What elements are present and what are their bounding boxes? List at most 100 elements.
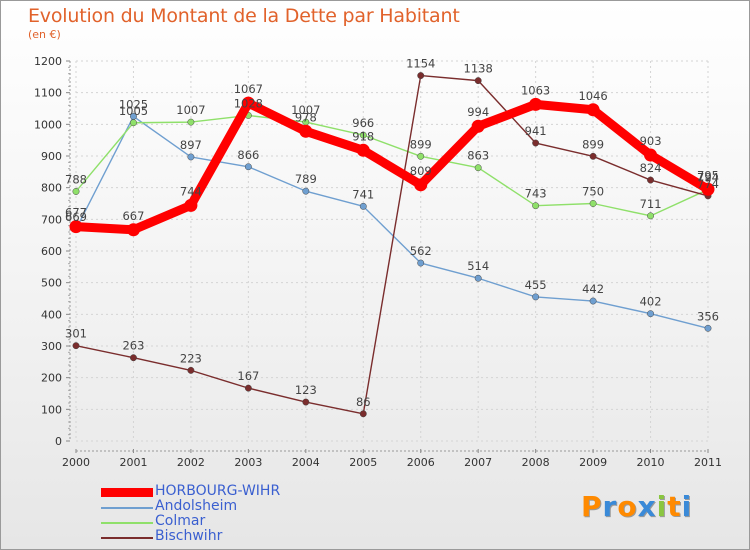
data-label-andolsheim: 741 xyxy=(352,187,374,201)
data-point-colmar xyxy=(647,212,654,220)
data-point-horbourg-wihr xyxy=(241,96,255,110)
data-label-bischwihr: 774 xyxy=(697,177,719,191)
data-point-bischwihr xyxy=(244,384,252,392)
data-label-colmar: 750 xyxy=(582,185,604,199)
data-point-horbourg-wihr xyxy=(701,182,715,196)
data-label-colmar: 1007 xyxy=(176,103,205,117)
x-tick-label: 2005 xyxy=(349,456,377,469)
series-line-colmar xyxy=(75,114,709,217)
data-point-colmar xyxy=(187,118,195,126)
data-label-bischwihr: 1154 xyxy=(406,57,435,71)
data-label-horbourg-wihr: 795 xyxy=(697,168,719,182)
data-label-colmar: 1005 xyxy=(119,104,148,118)
data-label-horbourg-wihr: 1067 xyxy=(234,82,263,96)
legend-item: Andolsheim xyxy=(101,498,361,514)
data-label-andolsheim: 866 xyxy=(237,148,259,162)
legend-label: Bischwihr xyxy=(155,528,223,544)
series-line-andolsheim xyxy=(75,115,709,329)
data-label-andolsheim: 402 xyxy=(640,295,662,309)
series-line-bischwihr xyxy=(75,74,709,415)
data-label-horbourg-wihr: 1063 xyxy=(521,83,550,97)
data-label-bischwihr: 1138 xyxy=(464,62,493,76)
data-point-colmar xyxy=(532,202,540,210)
y-tick-label: 700 xyxy=(41,213,62,226)
data-point-horbourg-wihr xyxy=(644,148,658,162)
y-tick-label: 400 xyxy=(41,308,62,321)
data-label-horbourg-wihr: 744 xyxy=(180,184,202,198)
data-label-colmar: 711 xyxy=(640,197,662,211)
data-point-colmar xyxy=(72,188,80,195)
data-point-andolsheim xyxy=(417,259,425,267)
data-point-colmar xyxy=(359,131,367,139)
data-label-horbourg-wihr: 918 xyxy=(352,129,374,143)
proxiti-logo: Proxiti xyxy=(581,490,692,523)
y-tick-label: 300 xyxy=(41,340,62,353)
data-label-andolsheim: 669 xyxy=(65,210,87,224)
y-tick-label: 600 xyxy=(41,245,62,258)
data-point-horbourg-wihr xyxy=(356,143,370,157)
legend-swatch xyxy=(101,522,153,524)
data-point-bischwihr xyxy=(474,77,482,85)
legend-label: Andolsheim xyxy=(155,498,238,514)
data-point-horbourg-wihr xyxy=(529,97,543,111)
data-label-horbourg-wihr: 1046 xyxy=(578,89,607,103)
data-point-bischwihr xyxy=(532,139,540,147)
data-label-bischwihr: 899 xyxy=(582,137,604,151)
data-label-colmar: 1007 xyxy=(291,103,320,117)
data-label-andolsheim: 789 xyxy=(295,172,317,186)
data-point-horbourg-wihr xyxy=(69,220,83,234)
data-point-andolsheim xyxy=(647,310,654,318)
data-label-bischwihr: 123 xyxy=(295,383,317,397)
y-tick-label: 900 xyxy=(41,150,62,163)
data-label-colmar: 1028 xyxy=(234,96,263,110)
logo-letter: i xyxy=(681,490,693,523)
data-label-horbourg-wihr: 809 xyxy=(410,164,432,178)
x-tick-label: 2004 xyxy=(292,456,320,469)
data-point-andolsheim xyxy=(359,202,367,210)
logo-letter: x xyxy=(637,490,657,523)
legend-item: Bischwihr xyxy=(101,528,361,544)
data-point-colmar xyxy=(130,119,137,127)
data-point-horbourg-wihr xyxy=(586,103,600,117)
y-tick-label: 1100 xyxy=(34,87,62,100)
data-label-andolsheim: 455 xyxy=(525,278,547,292)
data-label-colmar: 863 xyxy=(467,149,489,163)
data-label-colmar: 794 xyxy=(697,171,719,185)
y-tick-label: 800 xyxy=(41,182,62,195)
data-point-bischwihr xyxy=(359,410,367,418)
data-label-colmar: 899 xyxy=(410,137,432,151)
logo-letter: o xyxy=(617,490,638,523)
series-line-horbourg-wihr xyxy=(71,98,713,235)
data-point-horbourg-wihr xyxy=(299,124,313,138)
x-tick-label: 2009 xyxy=(579,456,607,469)
data-label-andolsheim: 1025 xyxy=(119,97,148,111)
data-label-andolsheim: 514 xyxy=(467,259,489,273)
data-label-bischwihr: 824 xyxy=(640,161,662,175)
grid-layer xyxy=(75,60,709,442)
data-point-colmar xyxy=(417,152,425,160)
x-tick-label: 2010 xyxy=(637,456,665,469)
data-label-horbourg-wihr: 677 xyxy=(65,206,87,220)
data-label-horbourg-wihr: 667 xyxy=(122,209,144,223)
legend-swatch xyxy=(101,488,153,497)
legend-item: HORBOURG-WIHR xyxy=(101,483,361,499)
data-point-horbourg-wihr xyxy=(471,119,485,133)
data-label-layer: 669 1025 897 866 789 741 562 514 455 442 402 356 788… xyxy=(65,57,719,409)
chart-title: Evolution du Montant de la Dette par Hab… xyxy=(28,5,460,27)
y-tick-label: 200 xyxy=(41,372,62,385)
data-label-bischwihr: 301 xyxy=(65,327,87,341)
y-tick-label: 1000 xyxy=(34,118,62,131)
series-layer xyxy=(69,72,715,418)
data-label-andolsheim: 356 xyxy=(697,309,719,323)
data-label-bischwihr: 223 xyxy=(180,351,202,365)
data-point-bischwihr xyxy=(130,354,137,362)
data-point-bischwihr xyxy=(417,72,425,80)
data-label-horbourg-wihr: 994 xyxy=(467,105,489,119)
data-label-colmar: 966 xyxy=(352,116,374,130)
y-tick-label: 0 xyxy=(55,435,62,448)
x-tick-label: 2000 xyxy=(62,456,90,469)
data-point-horbourg-wihr xyxy=(126,223,140,237)
legend-swatch xyxy=(101,537,153,539)
x-tick-label: 2006 xyxy=(407,456,435,469)
